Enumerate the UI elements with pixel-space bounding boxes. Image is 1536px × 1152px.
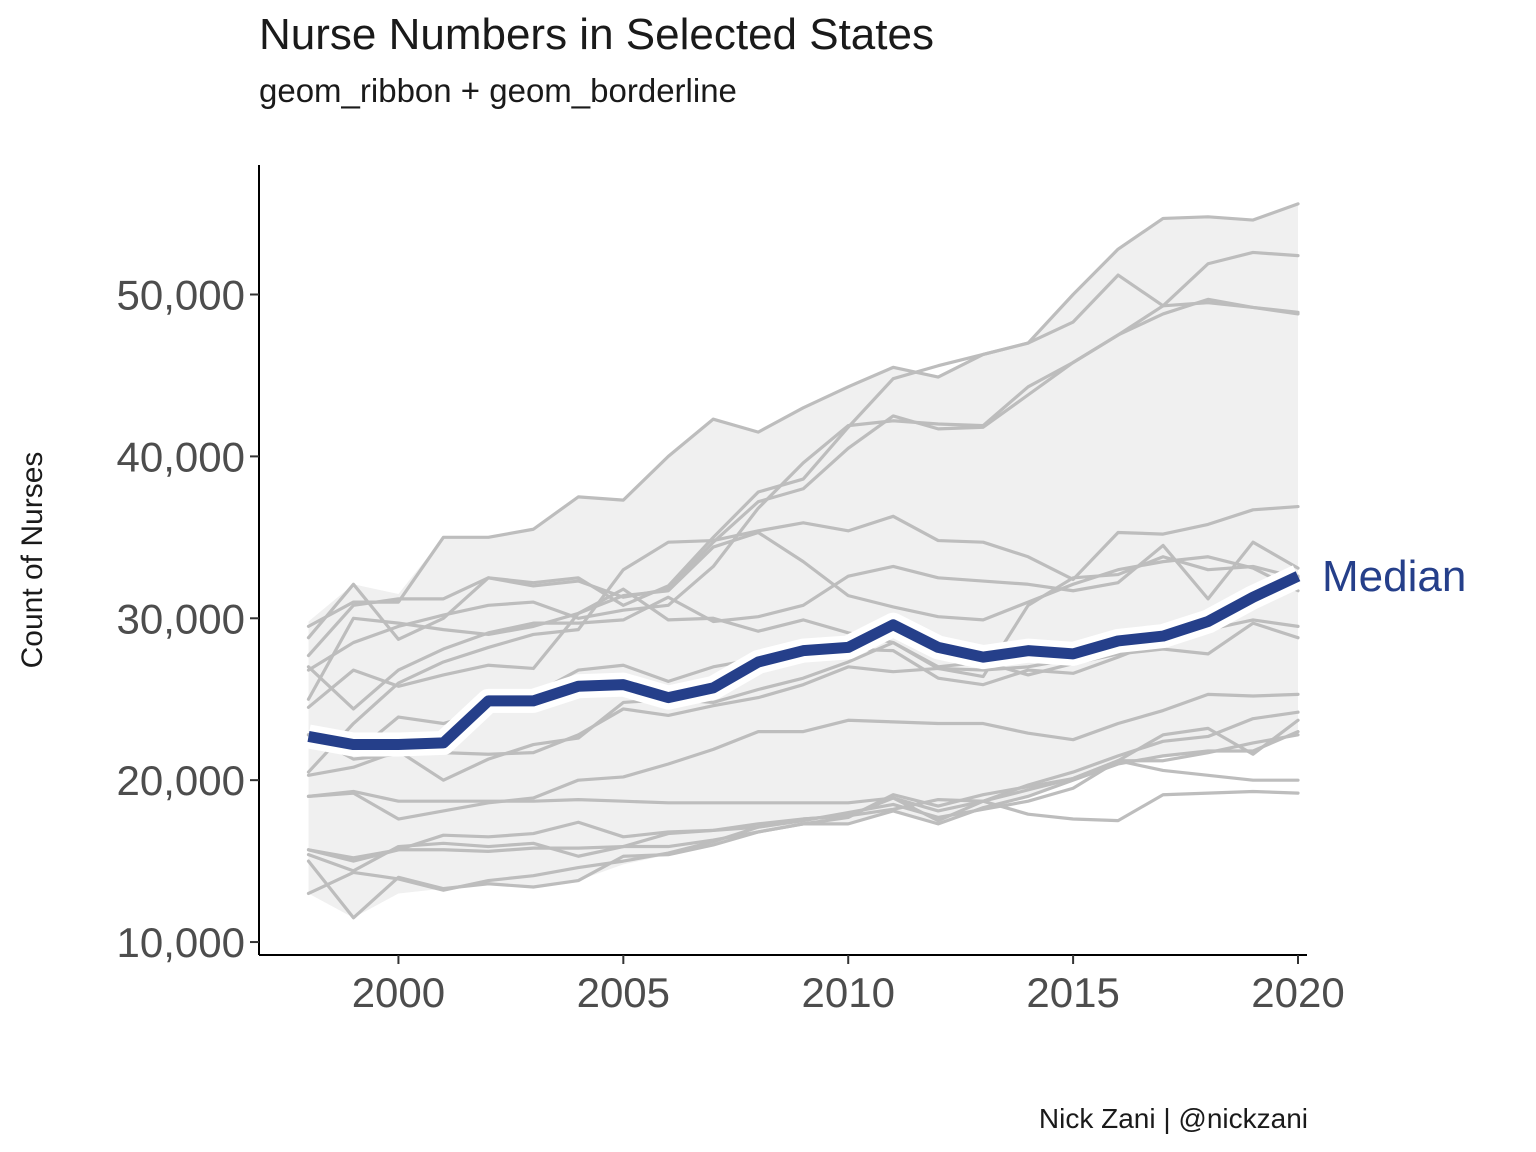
median-layer: Median (306, 552, 1466, 757)
y-tick-label: 40,000 (117, 433, 245, 480)
y-tick-label: 20,000 (117, 757, 245, 804)
series-line-2 (306, 250, 1300, 641)
x-tick-label: 2020 (1251, 969, 1344, 1016)
series-line-19 (306, 759, 1300, 863)
series-line-3 (306, 301, 1300, 658)
y-tick-label: 30,000 (117, 595, 245, 642)
x-tick-label: 2015 (1026, 969, 1119, 1016)
series-line-10 (306, 621, 1300, 782)
x-tick-label: 2000 (352, 969, 445, 1016)
axes-layer: 10,000 20,000 30,000 40,000 50,000 2000 2005 20… (117, 165, 1345, 1016)
chart-title: Nurse Numbers in Selected States (259, 10, 934, 59)
median-label: Median (1322, 552, 1466, 601)
x-tick-label: 2005 (577, 969, 670, 1016)
y-tick-label: 50,000 (117, 272, 245, 319)
series-line-1 (306, 202, 1300, 628)
series-line-13 (306, 692, 1300, 821)
series-line-18 (306, 789, 1300, 823)
series-line-4 (306, 297, 1300, 672)
y-axis-label: Count of Nurses (16, 452, 49, 669)
series-line-5 (306, 504, 1300, 774)
caption: Nick Zani | @nickzani (1038, 1103, 1308, 1134)
y-tick-label: 10,000 (117, 919, 245, 966)
median-line (307, 571, 1301, 751)
x-tick-label: 2010 (802, 969, 895, 1016)
chart-subtitle: geom_ribbon + geom_borderline (259, 72, 737, 109)
series-line-8 (306, 555, 1300, 709)
